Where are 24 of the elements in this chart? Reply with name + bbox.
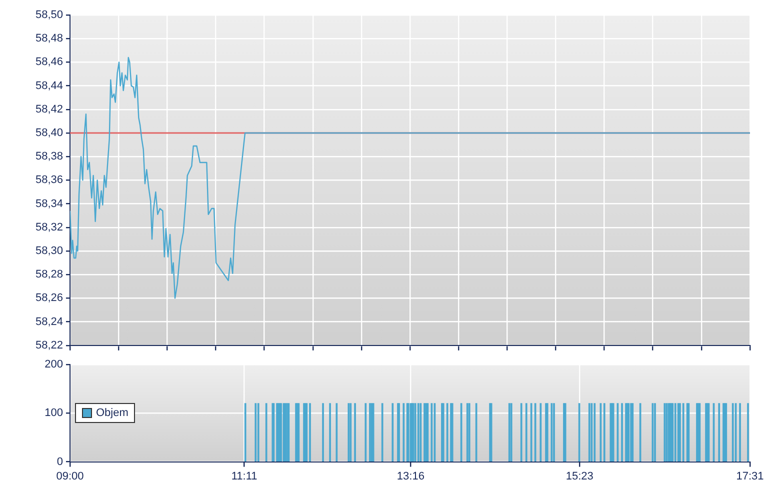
y-tick-label: 58,40 [35, 127, 63, 140]
y-tick-label: 58,32 [35, 221, 63, 234]
y-tick-label: 58,22 [35, 339, 63, 352]
y-tick-label: 100 [44, 407, 63, 420]
y-tick-label: 58,48 [35, 32, 63, 45]
x-tick-label: 15:23 [566, 470, 594, 482]
y-tick-label: 58,36 [35, 174, 63, 186]
y-tick-label: 58,46 [35, 56, 63, 68]
y-tick-label: 0 [56, 456, 63, 468]
y-tick-label: 58,50 [35, 9, 63, 22]
y-tick-label: 58,38 [35, 150, 63, 163]
x-tick-label: 13:16 [396, 470, 424, 482]
y-tick-label: 58,28 [35, 268, 63, 281]
text: Objem [96, 407, 128, 420]
y-tick-label: 200 [44, 358, 63, 371]
y-tick-label: 58,24 [35, 316, 63, 328]
x-tick-label: 09:00 [56, 470, 84, 482]
y-tick-label: 58,30 [35, 245, 63, 258]
x-tick-label: 11:11 [231, 470, 258, 482]
y-tick-label: 58,42 [35, 103, 63, 116]
y-tick-label: 58,34 [35, 198, 63, 210]
y-tick-label: 58,44 [35, 80, 63, 92]
x-tick-label: 17:31 [736, 470, 764, 482]
y-tick-label: 58,26 [35, 292, 63, 304]
